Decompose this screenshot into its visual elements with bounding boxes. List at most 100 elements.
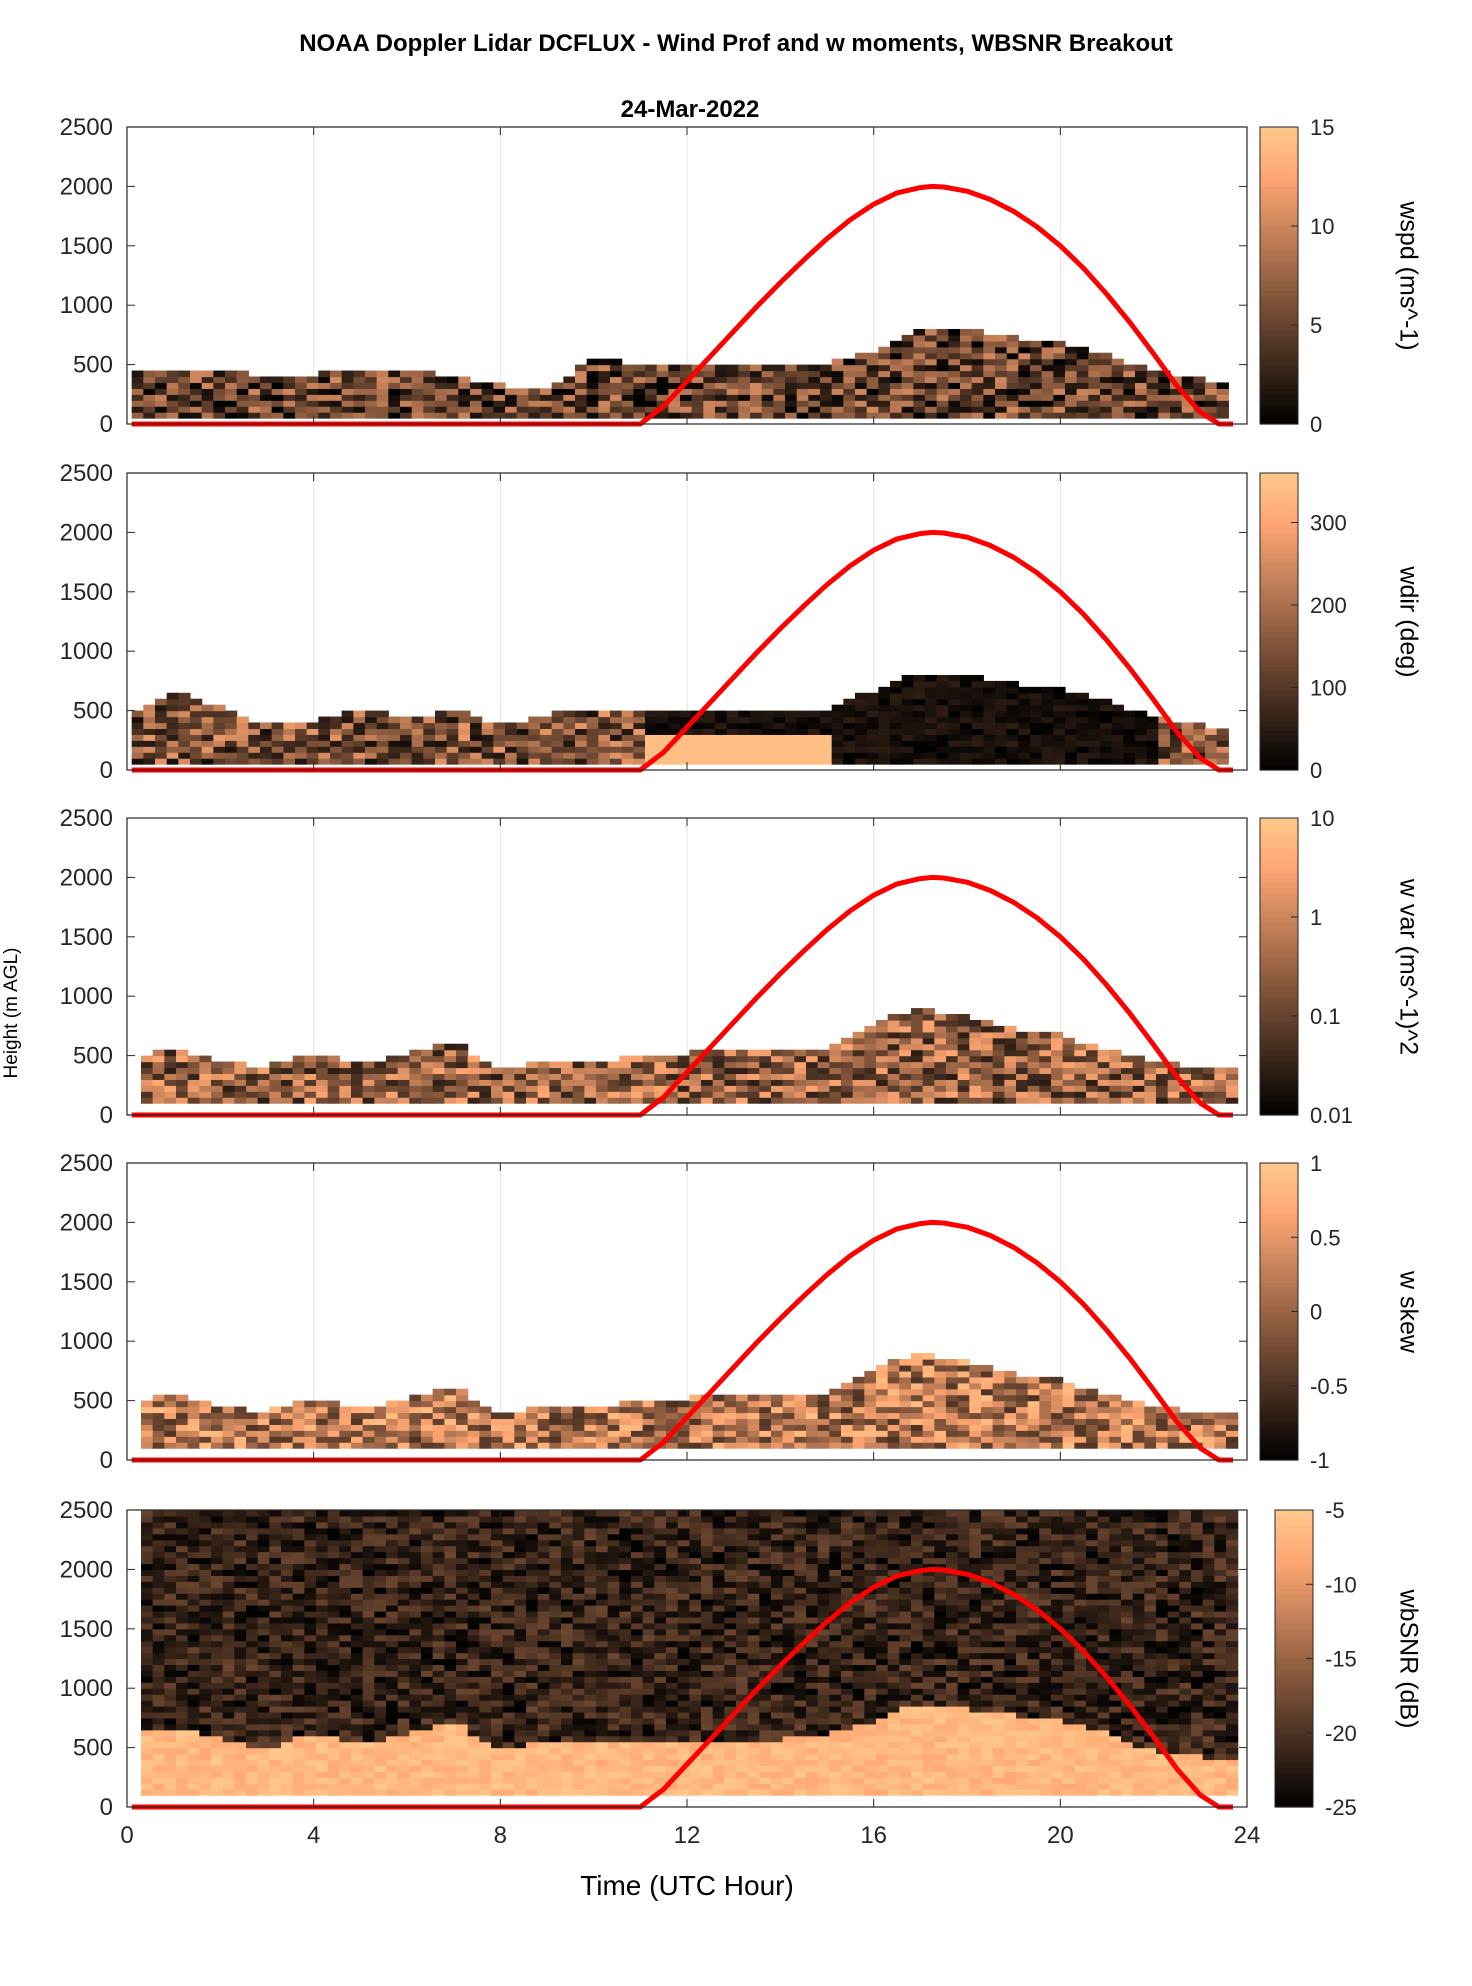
heatmap-cell	[747, 1091, 760, 1098]
heatmap-cell	[304, 1557, 317, 1565]
heatmap-cell	[1226, 1067, 1239, 1075]
heatmap-cell	[596, 1085, 609, 1092]
heatmap-cell	[607, 1424, 620, 1431]
heatmap-cell	[292, 1599, 305, 1606]
heatmap-cell	[234, 1061, 247, 1069]
heatmap-cell	[794, 1430, 807, 1437]
heatmap-cell	[339, 1569, 352, 1576]
heatmap-cell	[327, 1634, 340, 1642]
heatmap-cell	[1006, 358, 1019, 366]
heatmap-cell	[689, 1394, 702, 1402]
heatmap-cell	[934, 1067, 947, 1075]
heatmap-cell	[164, 1717, 177, 1725]
heatmap-cell	[386, 1521, 399, 1529]
heatmap-cell	[318, 752, 331, 759]
heatmap-cell	[852, 1424, 865, 1431]
heatmap-cell	[654, 1436, 667, 1443]
heatmap-cell	[409, 1097, 422, 1104]
heatmap-cell	[864, 1091, 877, 1098]
heatmap-cell	[222, 1765, 235, 1772]
heatmap-cell	[327, 1430, 340, 1437]
heatmap-cell	[855, 698, 868, 706]
heatmap-cell	[633, 752, 646, 759]
heatmap-cell	[995, 722, 1008, 730]
heatmap-cell	[876, 1376, 889, 1384]
heatmap-cell	[327, 1587, 340, 1594]
heatmap-cell	[1004, 1025, 1017, 1033]
heatmap-cell	[1016, 1037, 1029, 1045]
heatmap-cell	[479, 1061, 492, 1069]
heatmap-cell	[211, 1765, 224, 1772]
heatmap-cell	[187, 1694, 200, 1701]
heatmap-cell	[260, 388, 273, 395]
heatmap-cell	[199, 1097, 212, 1104]
heatmap-cell	[281, 1430, 294, 1437]
heatmap-cell	[481, 400, 494, 407]
heatmap-cell	[141, 1783, 154, 1790]
heatmap-cell	[374, 1688, 387, 1695]
heatmap-cell	[852, 1055, 865, 1063]
heatmap-cell	[537, 1436, 550, 1443]
heatmap-cell	[199, 1442, 212, 1449]
heatmap-cell	[386, 1735, 399, 1743]
heatmap-cell	[855, 406, 868, 413]
heatmap-cell	[281, 1682, 294, 1689]
colorbar-segment	[1260, 857, 1298, 864]
heatmap-cell	[152, 1563, 165, 1570]
heatmap-cell	[969, 1382, 982, 1390]
heatmap-cell	[829, 1049, 842, 1057]
heatmap-cell	[981, 1364, 994, 1372]
heatmap-cell	[246, 1676, 259, 1683]
heatmap-cell	[199, 1430, 212, 1437]
heatmap-cell	[246, 1783, 259, 1790]
heatmap-cell	[610, 394, 623, 401]
colorbar-segment	[1260, 1321, 1298, 1327]
heatmap-cell	[1076, 352, 1089, 360]
heatmap-cell	[843, 734, 856, 741]
heatmap-cell	[388, 370, 401, 378]
heatmap-cell	[808, 752, 821, 759]
heatmap-cell	[551, 740, 564, 747]
heatmap-cell	[246, 1515, 259, 1523]
heatmap-cell	[598, 722, 611, 730]
heatmap-cell	[351, 1676, 364, 1683]
heatmap-cell	[141, 1061, 154, 1069]
heatmap-cell	[911, 1442, 924, 1449]
colorbar-segment	[1260, 735, 1298, 741]
heatmap-cell	[435, 406, 448, 413]
heatmap-cell	[852, 1376, 865, 1384]
heatmap-cell	[211, 1729, 224, 1737]
heatmap-cell	[1179, 1073, 1192, 1080]
colorbar-segment	[1260, 685, 1298, 692]
heatmap-cell	[773, 710, 786, 718]
heatmap-cell	[201, 370, 214, 378]
colorbar-segment	[1260, 931, 1298, 938]
colorbar-segment	[1260, 1430, 1298, 1436]
heatmap-cell	[190, 716, 203, 724]
heatmap-cell	[516, 400, 529, 407]
heatmap-cell	[957, 1019, 970, 1027]
heatmap-cell	[493, 382, 506, 389]
heatmap-cell	[411, 376, 424, 384]
heatmap-cell	[222, 1610, 235, 1618]
heatmap-cell	[1016, 1073, 1029, 1080]
heatmap-cell	[164, 1753, 177, 1761]
heatmap-cell	[152, 1430, 165, 1437]
heatmap-cell	[946, 1014, 959, 1021]
heatmap-cell	[563, 382, 576, 389]
heatmap-cell	[281, 1634, 294, 1642]
heatmap-cell	[817, 1049, 830, 1057]
heatmap-cell	[724, 1418, 737, 1425]
heatmap-cell	[327, 1646, 340, 1654]
heatmap-cell	[178, 746, 191, 753]
heatmap-cell	[131, 758, 144, 765]
heatmap-cell	[187, 1640, 200, 1648]
heatmap-cell	[143, 710, 156, 718]
colorbar-segment	[1260, 1222, 1298, 1228]
heatmap-cell	[969, 1067, 982, 1075]
colorbar-segment	[1260, 695, 1298, 702]
heatmap-cell	[481, 752, 494, 759]
heatmap-cell	[561, 1442, 574, 1449]
heatmap-cell	[887, 1073, 900, 1080]
heatmap-cell	[374, 1073, 387, 1080]
